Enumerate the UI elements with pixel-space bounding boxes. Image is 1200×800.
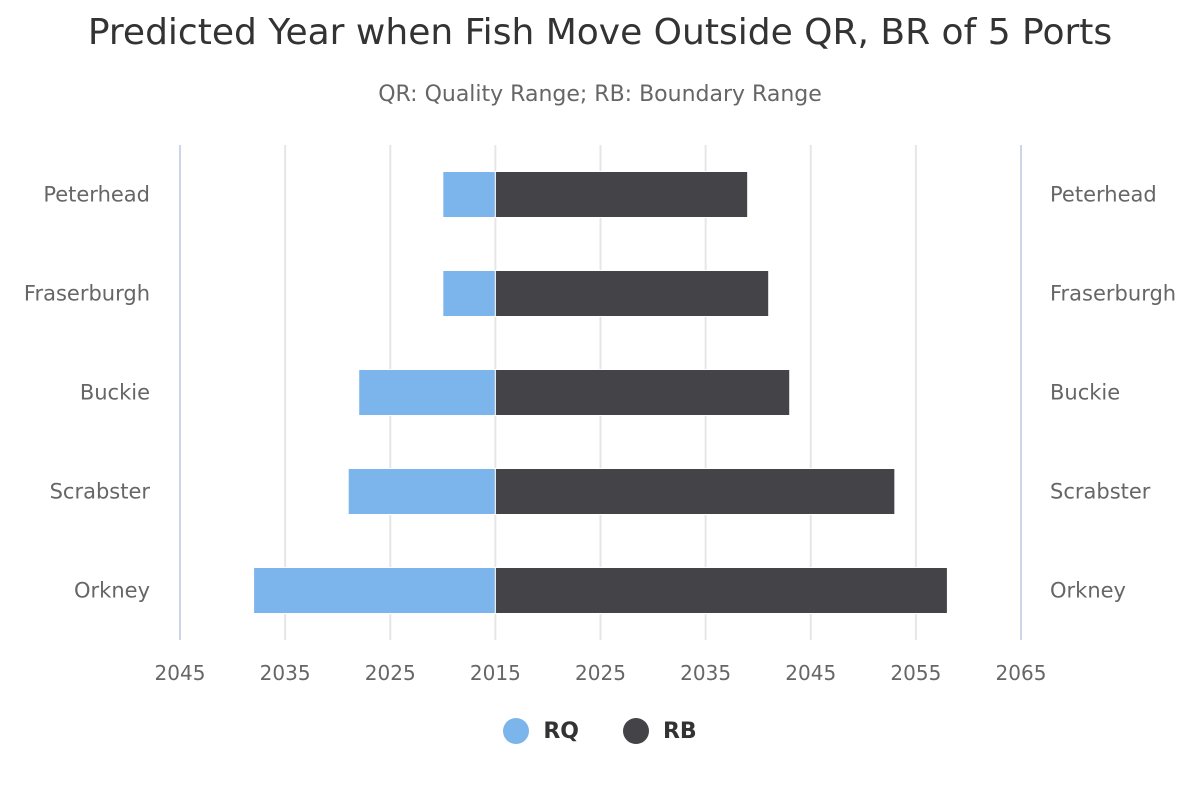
legend-label-rb: RB (662, 718, 697, 744)
legend-item-rq[interactable]: RQ (503, 718, 579, 744)
bar-rq[interactable] (442, 270, 496, 317)
legend: RQ RB (0, 718, 1200, 744)
x-tick-label: 2035 (260, 661, 311, 685)
x-tick-label: 2025 (575, 661, 626, 685)
axis-labels: 2045 2035 2025 2015 2025 2035 2045 2055 2065 Pete… (24, 183, 1176, 686)
bar-rb[interactable] (494, 171, 749, 218)
chart-title: Predicted Year when Fish Move Outside QR… (87, 12, 1113, 53)
y-category-label-left: Scrabster (50, 480, 151, 504)
x-tick-label: 2045 (785, 661, 836, 685)
bar-rq[interactable] (358, 369, 496, 416)
x-tick-label: 2045 (155, 661, 206, 685)
y-category-label-left: Orkney (74, 579, 150, 603)
x-tick-label: 2065 (996, 661, 1047, 685)
bar-rq[interactable] (442, 171, 496, 218)
y-category-label-right: Scrabster (1050, 480, 1151, 504)
legend-swatch-rb (622, 718, 649, 744)
x-tick-label: 2035 (680, 661, 731, 685)
bar-rb[interactable] (494, 369, 791, 416)
y-category-label-right: Fraserburgh (1050, 282, 1176, 306)
y-category-label-left: Fraserburgh (24, 282, 150, 306)
bar-rb[interactable] (494, 270, 770, 317)
x-tick-label: 2025 (365, 661, 416, 685)
y-category-label-right: Peterhead (1050, 183, 1157, 207)
y-category-label-right: Buckie (1050, 381, 1120, 405)
y-category-label-left: Buckie (80, 381, 150, 405)
legend-swatch-rq (503, 718, 530, 744)
y-category-label-right: Orkney (1050, 579, 1126, 603)
legend-item-rb[interactable]: RB (622, 718, 697, 744)
bar-rq[interactable] (253, 567, 496, 614)
chart-subtitle: QR: Quality Range; RB: Boundary Range (378, 82, 822, 107)
bars (253, 171, 948, 614)
x-tick-label: 2055 (890, 661, 941, 685)
y-category-label-left: Peterhead (43, 183, 150, 207)
legend-label-rq: RQ (543, 718, 579, 744)
bar-rq[interactable] (347, 468, 496, 515)
bar-rb[interactable] (494, 468, 896, 515)
x-tick-label: 2015 (470, 661, 521, 685)
bar-rb[interactable] (494, 567, 948, 614)
